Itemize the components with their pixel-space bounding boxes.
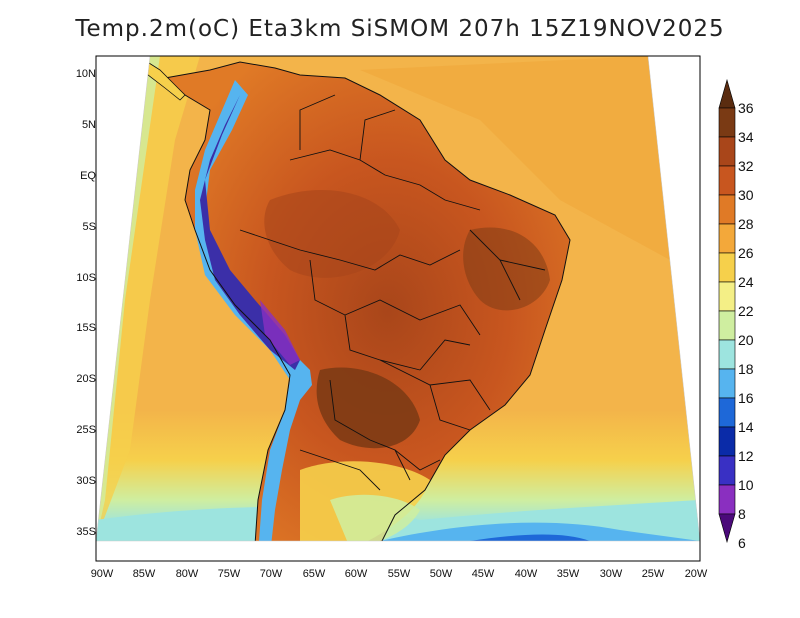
lon-label: 40W — [514, 568, 538, 580]
colorbar-label: 36 — [738, 100, 754, 116]
plot-frame — [95, 55, 701, 562]
lat-label: 35S — [76, 526, 96, 538]
lat-label: 5S — [82, 221, 96, 233]
amazon-warm-core — [264, 190, 400, 278]
lat-label: 25S — [76, 424, 96, 436]
colorbar-top-arrow — [718, 78, 736, 109]
map-domain — [96, 56, 700, 541]
lat-label: 10N — [75, 68, 96, 80]
colorbar-label: 34 — [738, 129, 754, 145]
lon-label: 30W — [599, 568, 623, 580]
colorbar-segment — [718, 397, 736, 428]
colorbar-segment — [718, 339, 736, 370]
colorbar-label: 32 — [738, 158, 754, 174]
colorbar — [718, 78, 736, 544]
lon-label: 25W — [641, 568, 665, 580]
lon-label: 35W — [556, 568, 580, 580]
colorbar-label: 16 — [738, 390, 754, 406]
lon-label: 50W — [429, 568, 453, 580]
chaco-hot-core — [316, 367, 420, 449]
south-america-land — [165, 62, 570, 541]
colorbar-label: 30 — [738, 187, 754, 203]
colorbar-label: 24 — [738, 274, 754, 290]
southern-ocean-coldest — [470, 534, 590, 541]
colorbar-label: 8 — [738, 506, 746, 522]
lon-label: 45W — [471, 568, 495, 580]
colorbar-label: 20 — [738, 332, 754, 348]
lon-label: 80W — [175, 568, 199, 580]
southern-ocean-cold — [380, 522, 700, 541]
lat-label: 30S — [76, 475, 96, 487]
lon-label: 65W — [302, 568, 326, 580]
colorbar-label: 10 — [738, 477, 754, 493]
colorbar-label: 28 — [738, 216, 754, 232]
colorbar-segment — [718, 455, 736, 486]
colorbar-segment — [718, 252, 736, 283]
colorbar-label: 26 — [738, 245, 754, 261]
colorbar-segment — [718, 368, 736, 399]
colorbar-label: 22 — [738, 303, 754, 319]
colorbar-label: 12 — [738, 448, 754, 464]
lon-label: 55W — [387, 568, 411, 580]
atlantic-warm — [360, 56, 670, 260]
lat-label: 15S — [76, 322, 96, 334]
altiplano-cold — [260, 300, 300, 365]
colorbar-segment — [718, 484, 736, 515]
colorbar-bottom-arrow — [718, 513, 736, 544]
colorbar-segment — [718, 165, 736, 196]
coastline — [163, 61, 571, 541]
colorbar-segment — [718, 107, 736, 138]
pacific-cooler-band — [96, 56, 160, 540]
galapagos — [99, 177, 107, 189]
colorbar-segment — [718, 310, 736, 341]
lat-label: 20S — [76, 373, 96, 385]
lon-label: 60W — [344, 568, 368, 580]
lon-label: 70W — [259, 568, 283, 580]
lon-label: 90W — [90, 568, 114, 580]
colorbar-segment — [718, 194, 736, 225]
colorbar-label: 6 — [738, 535, 746, 551]
map-title: Temp.2m(oC) Eta3km SiSMOM 207h 15Z19NOV2… — [75, 16, 725, 42]
pampas-cool — [330, 494, 420, 541]
lon-label: 20W — [684, 568, 708, 580]
lat-label: EQ — [80, 170, 96, 182]
pacific-cool-band — [96, 56, 200, 540]
colorbar-label: 14 — [738, 419, 754, 435]
colorbar-segment — [718, 136, 736, 167]
northeast-hot-core — [463, 227, 550, 311]
colorbar-label: 18 — [738, 361, 754, 377]
lon-label: 85W — [132, 568, 156, 580]
colorbar-segment — [718, 426, 736, 457]
lat-label: 10S — [76, 272, 96, 284]
andes-coldest-band — [200, 95, 300, 370]
lat-label: 5N — [81, 119, 96, 131]
lon-label: 75W — [217, 568, 241, 580]
colorbar-segment — [718, 223, 736, 254]
country-borders — [239, 94, 546, 491]
colorbar-segment — [718, 281, 736, 312]
